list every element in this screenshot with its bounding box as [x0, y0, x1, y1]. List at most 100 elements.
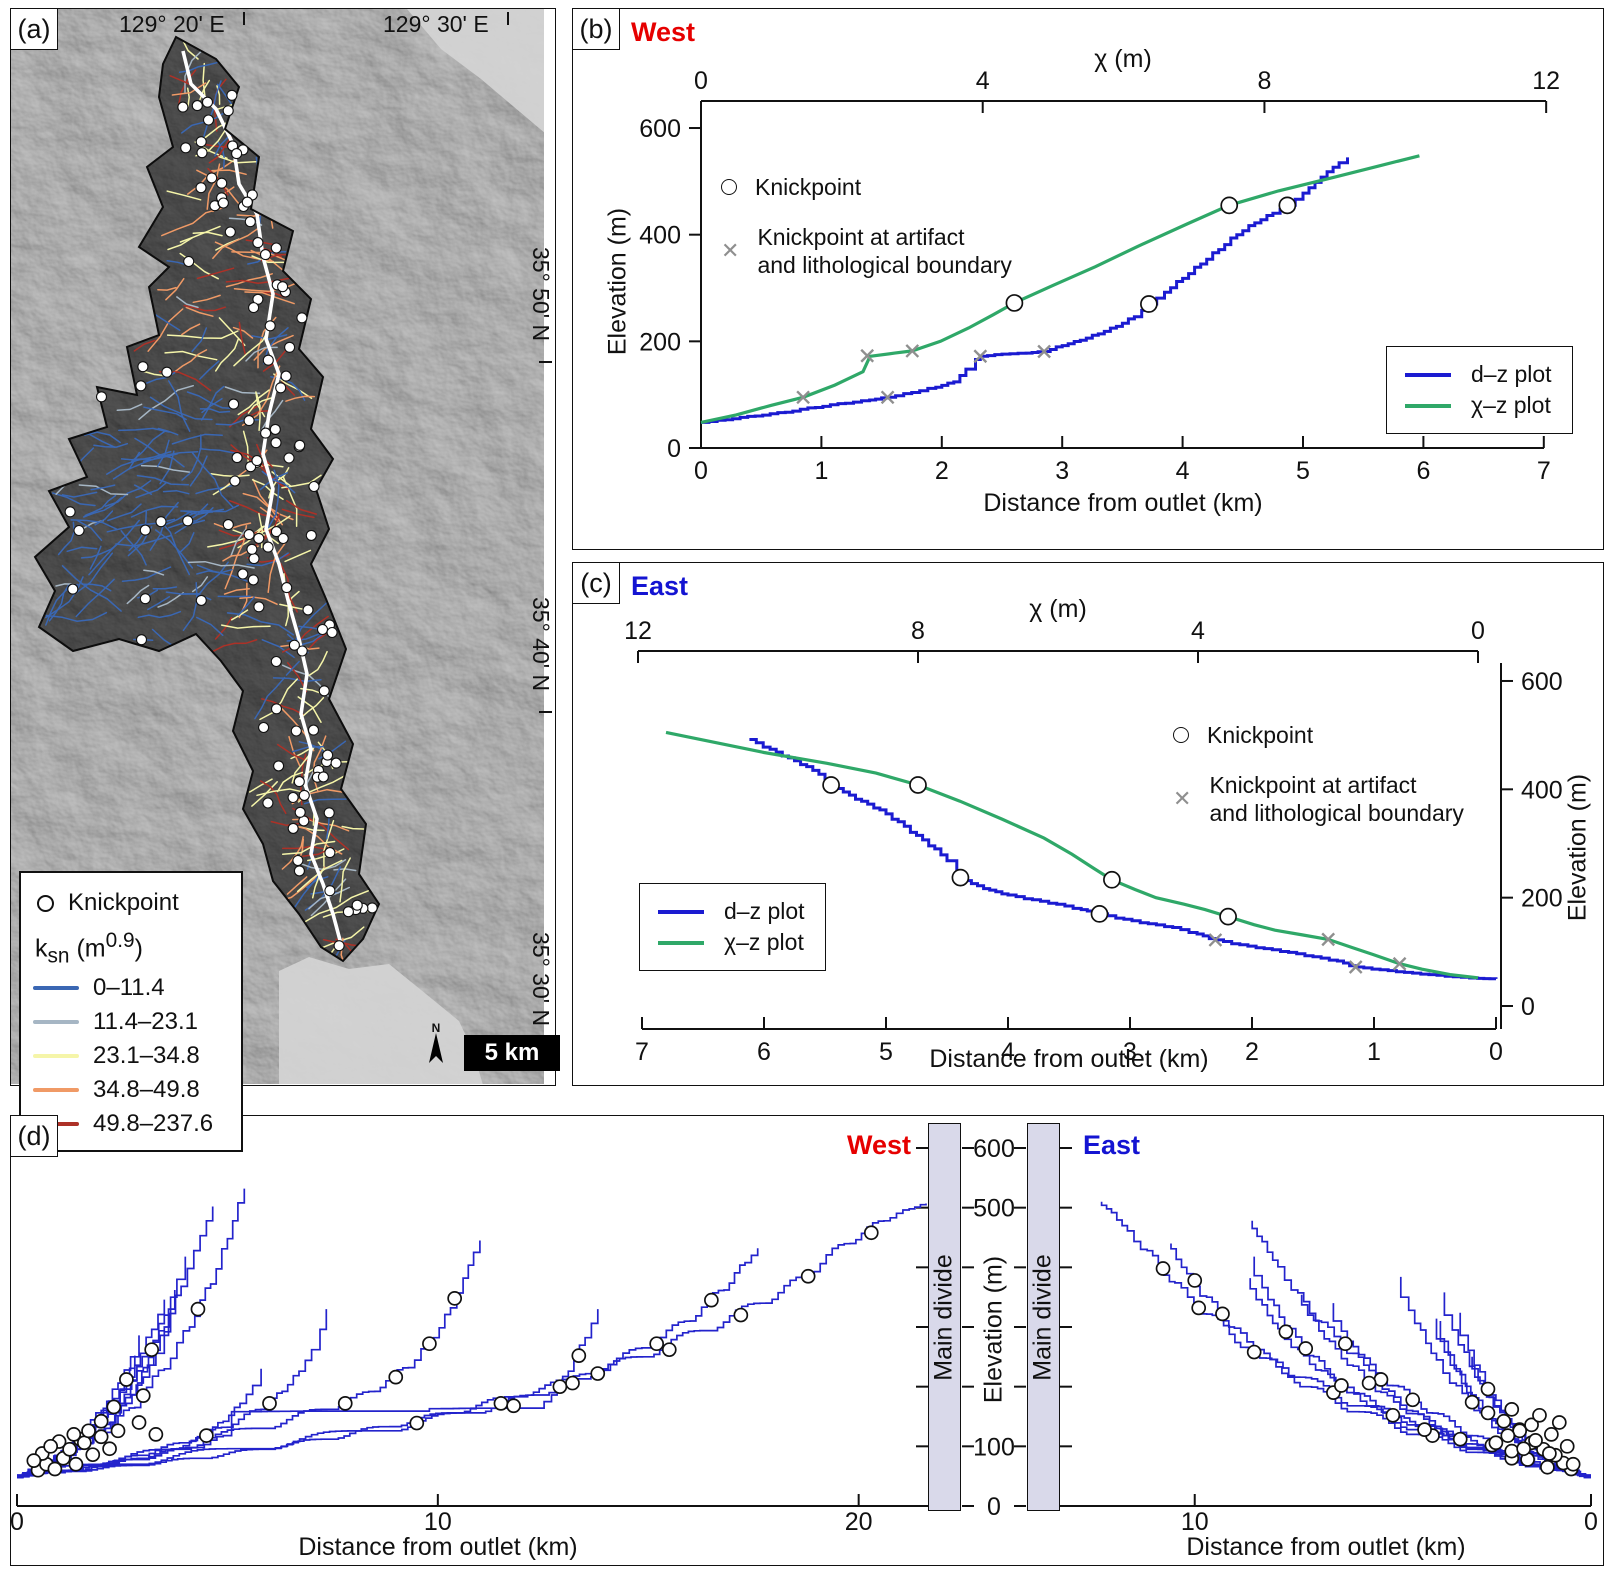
svg-text:2: 2	[935, 457, 949, 485]
east-distance-axis-title: Distance from outlet (km)	[1186, 1533, 1466, 1561]
ksn-class-label: 0–11.4	[93, 974, 165, 1002]
panel-b-title: West	[631, 17, 696, 47]
xz-line-swatch	[1405, 403, 1451, 408]
longitude-tick	[507, 12, 509, 25]
map-legend: Knickpoint ksn (m0.9) 0–11.4 11.4–23.1 2…	[19, 871, 243, 1153]
elevation-axis-title: Elevation (m)	[1563, 773, 1592, 922]
artifact-marker-icon: ✕	[1173, 786, 1192, 811]
panel-b-chart: 0 4 8 12 0 200 400 600 0 1 2 3 4 5 6 7 (b) West Knickpo…	[572, 8, 1604, 550]
west-knickpoints	[26, 1225, 879, 1478]
ksn-class-row: 34.8–49.8	[33, 1076, 229, 1104]
axes	[637, 650, 1513, 1030]
map-canvas	[11, 9, 544, 1084]
svg-text:10: 10	[424, 1508, 452, 1536]
dz-legend-row: d–z plot	[658, 896, 807, 927]
markers	[822, 776, 1407, 974]
dz-legend-row: d–z plot	[1405, 359, 1554, 390]
ksn-class-row: 23.1–34.8	[33, 1042, 229, 1070]
longitude-label-2: 129° 30' E	[383, 11, 489, 37]
dz-line-swatch	[658, 909, 704, 914]
east-knickpoints	[1155, 1261, 1581, 1477]
xz-curve	[700, 154, 1420, 424]
west-distance-axis-title: Distance from outlet (km)	[298, 1533, 578, 1561]
panel-a-map: (a) 129° 20' E 129° 30' E 35° 50' N 35° …	[10, 8, 560, 1153]
svg-text:3: 3	[1055, 457, 1069, 485]
svg-text:400: 400	[639, 222, 681, 250]
svg-text:5: 5	[1296, 457, 1310, 485]
svg-text:4: 4	[976, 67, 990, 95]
artifact-legend-label: Knickpoint at artifact and lithological b…	[1209, 772, 1464, 826]
ksn-subscript: sn	[47, 944, 70, 968]
xz-legend-label: χ–z plot	[724, 929, 804, 955]
svg-text:200: 200	[639, 328, 681, 356]
knickpoint-marker-icon	[37, 894, 54, 912]
svg-text:5: 5	[879, 1038, 893, 1066]
latitude-tick	[539, 711, 552, 713]
svg-text:7: 7	[1537, 457, 1551, 485]
svg-text:6: 6	[757, 1038, 771, 1066]
knickpoint-legend-row: Knickpoint	[721, 173, 861, 201]
distance-axis-title: Distance from outlet (km)	[983, 489, 1263, 517]
main-divide-label: Main divide	[1029, 1253, 1058, 1381]
markers	[796, 196, 1297, 405]
svg-text:0: 0	[11, 1508, 24, 1536]
artifact-legend-row: ✕ Knickpoint at artifact and lithological…	[721, 223, 1012, 279]
svg-text:7: 7	[635, 1038, 649, 1066]
svg-text:3: 3	[1123, 1038, 1137, 1066]
panel-d-label: (d)	[10, 1115, 58, 1157]
dz-legend-label: d–z plot	[724, 898, 805, 924]
panel-d-chart: 0 10 20 10 0 600 500 100 0 (d) West East Main di…	[10, 1115, 1604, 1566]
svg-text:0: 0	[1489, 1038, 1503, 1066]
main-divide-label: Main divide	[930, 1253, 959, 1381]
map-legend-knickpoint-row: Knickpoint	[33, 889, 229, 917]
north-label: N	[431, 1021, 441, 1035]
longitude-tick	[243, 12, 245, 25]
panel-d-east-title: East	[1083, 1130, 1141, 1160]
panel-a-label: (a)	[10, 8, 58, 50]
svg-text:200: 200	[1521, 885, 1563, 913]
latitude-label-2: 35° 40' N	[528, 597, 554, 692]
svg-text:8: 8	[911, 617, 925, 645]
dz-curve	[701, 157, 1349, 424]
svg-text:0: 0	[1584, 1508, 1598, 1536]
latitude-tick	[539, 361, 552, 363]
xz-line-swatch	[658, 940, 704, 945]
artifact-legend-row: ✕ Knickpoint at artifact and lithological…	[1173, 771, 1464, 827]
artifact-marker-icon: ✕	[721, 238, 740, 263]
elevation-axis-title: Elevation (m)	[603, 207, 632, 356]
basin-outline	[33, 35, 381, 963]
north-arrow: N	[425, 1021, 447, 1070]
knickpoint-marker-icon	[721, 179, 737, 195]
svg-text:100: 100	[973, 1433, 1015, 1461]
panel-c-title: East	[631, 571, 689, 601]
chi-axis-title: χ (m)	[1094, 45, 1152, 73]
axes	[689, 100, 1548, 449]
sea-area	[407, 9, 544, 133]
xz-legend-row: χ–z plot	[1405, 390, 1554, 421]
axes	[16, 1146, 1592, 1507]
ksn-unit: (m	[69, 934, 106, 963]
svg-text:600: 600	[639, 115, 681, 143]
knickpoint-legend-label: Knickpoint	[68, 889, 179, 916]
svg-text:4: 4	[1001, 1038, 1015, 1066]
dz-line-swatch	[1405, 372, 1451, 377]
longitude-label-1: 129° 20' E	[119, 11, 225, 37]
xz-legend-row: χ–z plot	[658, 927, 807, 958]
ksn-class-swatch	[33, 986, 79, 991]
svg-text:1: 1	[1367, 1038, 1381, 1066]
ksn-class-label: 49.8–237.6	[93, 1110, 214, 1138]
panel-d-west-title: West	[846, 1130, 911, 1160]
ksn-class-row: 11.4–23.1	[33, 1008, 229, 1036]
main-divide-bar-west: Main divide	[928, 1123, 961, 1511]
scale-bar: 5 km	[464, 1035, 560, 1071]
elevation-axis-title: Elevation (m)	[979, 1255, 1008, 1404]
